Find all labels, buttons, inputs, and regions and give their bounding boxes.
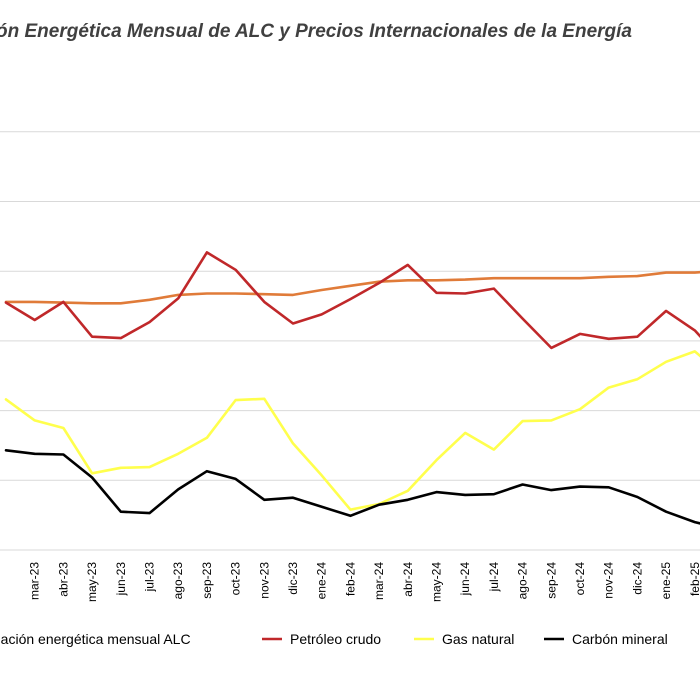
legend-item: Carbón mineral [544,631,668,647]
series-layer [4,251,700,525]
x-axis-tick-labels: mar-23 abr-23 may-23 jun-23 jul-23 ago-23 sep-… [28,562,700,602]
x-tick-label: oct-24 [573,562,587,596]
x-tick-label: may-24 [430,562,444,602]
chart-title: ón Energética Mensual de ALC y Precios I… [0,21,632,42]
x-tick-label: ene-25 [659,562,673,600]
x-tick-label: sep-24 [544,562,558,599]
x-tick-label: jul-24 [487,562,501,593]
x-tick-label: jun-23 [114,562,128,597]
x-tick-label: oct-23 [229,562,243,596]
series-line-1 [4,270,700,305]
legend-label: Carbón mineral [572,631,668,647]
x-tick-label: abr-24 [401,562,415,597]
x-tick-label: feb-25 [688,562,700,596]
series-line-4 [4,449,700,525]
legend-label: Petróleo crudo [290,631,381,647]
x-tick-label: dic-24 [630,562,644,595]
x-tick-label: may-23 [85,562,99,602]
legend-item: Inflación energética mensual ALC [0,631,191,647]
x-tick-label: nov-23 [257,562,271,599]
x-tick-label: sep-23 [200,562,214,599]
x-tick-label: mar-23 [28,562,42,600]
legend-label: Inflación energética mensual ALC [0,631,191,647]
x-tick-label: nov-24 [602,562,616,599]
legend-label: Gas natural [442,631,514,647]
series-line-2 [4,251,700,350]
x-tick-label: mar-24 [372,562,386,600]
grid [0,131,700,551]
x-tick-label: feb-24 [343,562,357,596]
x-tick-label: dic-23 [286,562,300,595]
x-tick-label: jul-23 [143,562,157,593]
legend-item: Petróleo crudo [262,631,381,647]
x-tick-label: ago-24 [516,562,530,600]
series-line-3 [4,350,700,511]
x-tick-label: ene-24 [315,562,329,600]
x-tick-label: jun-24 [458,562,472,597]
x-tick-label: abr-23 [56,562,70,597]
legend: Inflación energética mensual ALC Petróleo… [0,631,668,647]
legend-item: Gas natural [414,631,514,647]
x-tick-label: ago-23 [171,562,185,600]
